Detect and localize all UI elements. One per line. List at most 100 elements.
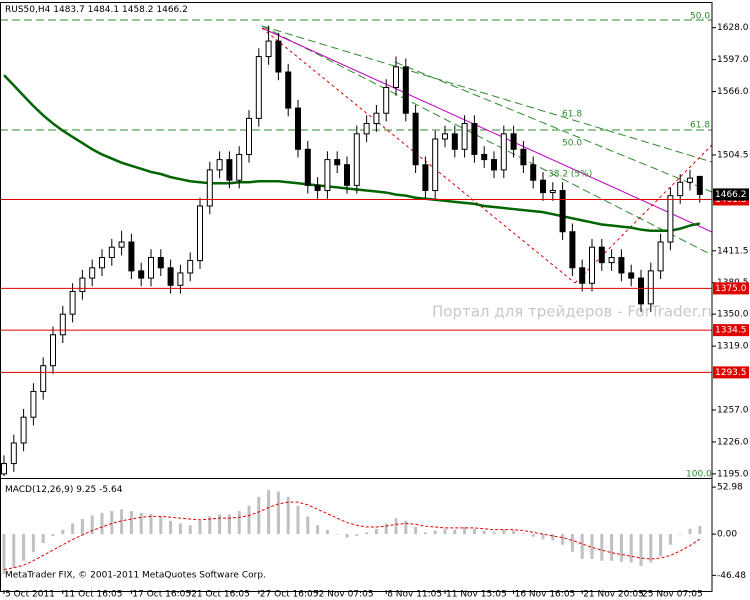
macd-bar — [159, 516, 163, 535]
macd-panel — [2, 489, 702, 575]
candle-body — [461, 123, 468, 150]
macd-y-tick-label: -46.48 — [717, 571, 746, 581]
macd-bar — [414, 527, 418, 535]
macd-bar — [668, 534, 672, 545]
macd-bar — [120, 509, 124, 535]
candle-body — [628, 272, 635, 279]
candle-body — [657, 241, 664, 272]
fib-label: 50.0 — [690, 12, 710, 22]
candle-body — [618, 256, 625, 274]
macd-bar — [71, 523, 75, 535]
header-open: 1483.7 — [53, 5, 85, 15]
macd-bar — [610, 534, 614, 561]
macd-bar — [365, 532, 369, 535]
x-tick-label: 2 Nov 07:05 — [319, 590, 374, 600]
fan-label: 50.0 — [562, 139, 582, 149]
macd-bar — [227, 514, 231, 535]
candle-body — [540, 179, 546, 194]
candle-body — [216, 159, 223, 171]
candle-body — [314, 184, 321, 192]
candle-body — [530, 164, 537, 181]
candle-body — [275, 40, 282, 73]
footer: MetaTrader FIX, © 2001-2011 MetaQuotes S… — [5, 571, 266, 581]
candle-body — [451, 133, 458, 150]
macd-bar — [355, 534, 359, 536]
candle-body — [148, 256, 154, 279]
candle-body — [442, 133, 448, 140]
candle-body — [226, 159, 233, 181]
macd-bar — [61, 529, 65, 535]
candle-body — [128, 241, 135, 272]
candle-body — [589, 246, 595, 284]
candle-body — [285, 71, 292, 109]
macd-bar — [178, 523, 182, 535]
candle-body — [295, 107, 301, 150]
price-label-box — [713, 188, 749, 201]
macd-bar — [149, 513, 153, 535]
macd-header: MACD(12,26,9) 9.25 -5.64 — [5, 485, 123, 495]
y-tick-label: 1226.0 — [717, 437, 749, 447]
candle-body — [157, 256, 164, 269]
candle-body — [422, 164, 429, 192]
symbol: RUS50,H4 — [5, 5, 51, 15]
candle-body — [393, 66, 399, 88]
candle-body — [432, 138, 439, 192]
macd-bar — [198, 520, 202, 535]
macd-bar — [512, 530, 516, 535]
candle-body — [677, 181, 684, 197]
candle-body — [138, 270, 145, 279]
macd-bar — [551, 534, 555, 541]
x-tick-label: 17 Oct 16:05 — [132, 590, 191, 600]
macd-bar — [139, 512, 143, 535]
candle-body — [206, 169, 213, 207]
candle-body — [177, 272, 184, 286]
moving-average — [3, 74, 701, 232]
macd-bar — [110, 511, 114, 535]
candle-body — [471, 123, 478, 155]
level-label-box — [713, 366, 749, 379]
level-label: 1293.5 — [715, 368, 747, 378]
candle-body — [50, 334, 56, 367]
macd-bar — [649, 534, 653, 563]
candle-body — [696, 175, 703, 195]
candle-body — [491, 159, 497, 171]
macd-bar — [482, 530, 486, 535]
macd-bar — [384, 523, 388, 535]
macd-bar — [80, 519, 84, 535]
macd-bar — [659, 534, 663, 557]
level-label: 1375.0 — [715, 284, 747, 294]
macd-bar — [41, 534, 45, 543]
candle-body — [10, 442, 17, 465]
candle-body — [197, 205, 203, 262]
x-tick-label: 16 Nov 16:05 — [515, 590, 576, 600]
y-tick-label: 1566.0 — [717, 87, 749, 97]
macd-bar — [639, 534, 643, 567]
macd-bar — [31, 534, 35, 552]
candle-body — [1, 463, 7, 475]
macd-bar — [698, 525, 702, 535]
candle-body — [579, 267, 586, 284]
macd-bar — [51, 534, 55, 536]
trend-line — [574, 144, 712, 284]
macd-bar — [600, 534, 604, 561]
macd-signal — [3, 501, 701, 571]
header-close: 1466.2 — [156, 5, 188, 15]
fib-label: 61.8 — [690, 121, 710, 131]
candle-body — [638, 277, 644, 305]
macd-bar — [374, 528, 378, 535]
macd-bar — [316, 525, 320, 535]
frame — [0, 2, 713, 592]
macd-bar — [90, 515, 94, 535]
macd-bar — [629, 534, 633, 563]
price-panel: Портал для трейдеров - ForTrader.ru 50.0… — [0, 12, 717, 478]
macd-bar — [580, 534, 584, 559]
candle-body — [598, 246, 605, 264]
macd-bar — [502, 529, 506, 535]
macd-bar — [335, 534, 339, 535]
candle-body — [99, 256, 105, 269]
macd-bar — [570, 534, 574, 552]
macd-bar — [218, 514, 222, 535]
watermark: Портал для трейдеров - ForTrader.ru — [432, 303, 717, 321]
candle-body — [246, 117, 252, 155]
